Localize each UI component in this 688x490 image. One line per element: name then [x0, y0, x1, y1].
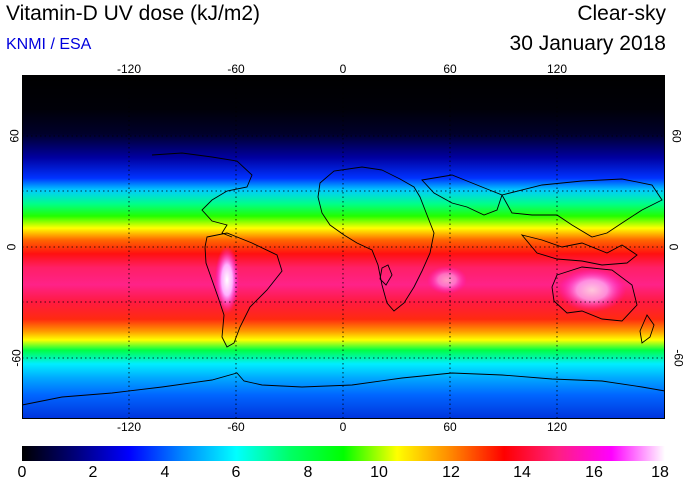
lon-label-top: -60: [227, 62, 245, 76]
colorbar-label: 6: [231, 464, 241, 481]
asia-coast: [501, 178, 663, 238]
lat-label-right: 0: [666, 243, 681, 251]
andes-hot-spot: [215, 246, 239, 314]
lon-label-top: 60: [443, 62, 457, 76]
colorbar-label: 2: [88, 464, 98, 481]
africa-coast: [317, 166, 435, 312]
africa-hot-spot: [427, 266, 467, 294]
colorbar-label: 18: [651, 464, 669, 481]
sky-condition-label: Clear-sky: [577, 2, 666, 25]
madagascar-coast: [379, 264, 393, 286]
lat-label-right: -60: [671, 349, 686, 367]
colorbar-label: 16: [585, 464, 603, 481]
colorbar-label: 4: [160, 464, 170, 481]
colorbar-label: 14: [513, 464, 531, 481]
lon-label-bottom: 0: [339, 420, 347, 434]
arabia-asia-coast: [421, 174, 503, 216]
map-title: Vitamin-D UV dose (kJ/m2): [6, 2, 261, 25]
source-label: KNMI / ESA: [6, 36, 92, 53]
graticule: [22, 75, 665, 419]
lon-label-bottom: -60: [227, 420, 245, 434]
uv-dose-map: [22, 75, 665, 419]
south-america-coast: [204, 232, 283, 348]
australia-coast: [551, 266, 638, 322]
map-frame: [22, 75, 665, 419]
lon-label-bottom: 120: [546, 420, 568, 434]
colorbar: [22, 446, 665, 461]
north-america-coast: [151, 152, 253, 238]
colorbar-label: 0: [17, 464, 27, 481]
lat-label-left: 0: [4, 243, 19, 251]
colorbar-label: 8: [303, 464, 313, 481]
lon-label-bottom: 60: [443, 420, 457, 434]
lat-label-left: 60: [7, 129, 22, 143]
lon-label-top: 0: [339, 62, 347, 76]
uv-field: [22, 75, 665, 419]
colorbar-label: 12: [442, 464, 460, 481]
lon-label-bottom: -120: [116, 420, 142, 434]
colorbar-label: 10: [370, 464, 388, 481]
lat-label-right: 60: [669, 129, 684, 143]
lon-label-top: -120: [116, 62, 142, 76]
date-label: 30 January 2018: [509, 32, 666, 55]
new-zealand-coast: [639, 314, 655, 344]
australia-hot-spot: [558, 268, 626, 312]
lon-label-top: 120: [546, 62, 568, 76]
antarctica-coast: [22, 372, 665, 406]
